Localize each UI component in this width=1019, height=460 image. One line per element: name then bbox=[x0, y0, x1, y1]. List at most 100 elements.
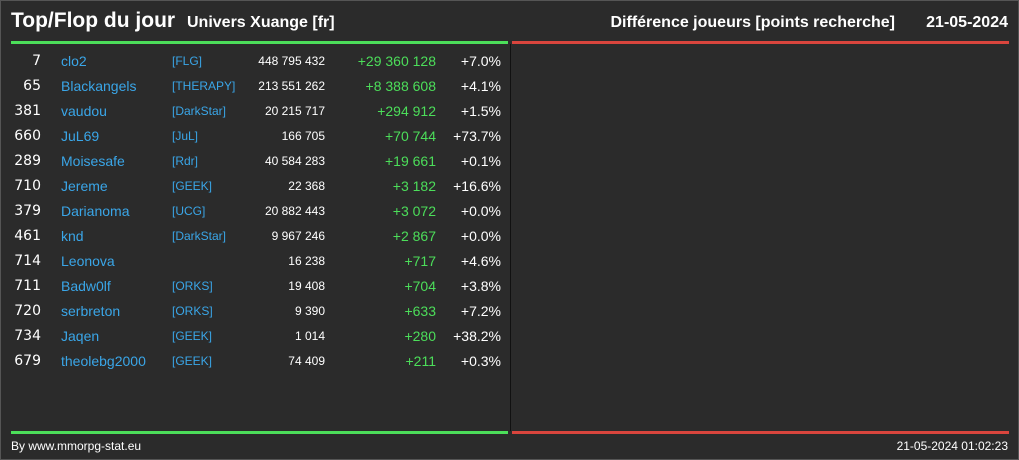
player-rank: 660 bbox=[14, 128, 41, 144]
alliance-tag-link[interactable]: [ORKS] bbox=[172, 304, 213, 318]
player-rank: 711 bbox=[14, 278, 41, 294]
points-difference: +70 744 bbox=[385, 128, 436, 144]
player-name-link[interactable]: Darianoma bbox=[61, 203, 130, 219]
player-name-link[interactable]: Leonova bbox=[61, 253, 115, 269]
alliance-tag-link[interactable]: [Rdr] bbox=[172, 154, 199, 168]
player-name-link[interactable]: Badw0lf bbox=[61, 278, 111, 294]
header: Top/Flop du jour Univers Xuange [fr] Dif… bbox=[11, 7, 1008, 37]
top-section-accent-bar bbox=[11, 41, 508, 44]
player-points: 1 014 bbox=[294, 329, 325, 343]
table-row: 734 Jaqen [GEEK] 1 014 +280 +38.2% bbox=[11, 324, 508, 349]
alliance-tag-link[interactable]: [DarkStar] bbox=[172, 229, 227, 243]
percent-change: +1.5% bbox=[460, 103, 501, 119]
percent-change: +0.0% bbox=[460, 203, 501, 219]
table-row: 720 serbreton [ORKS] 9 390 +633 +7.2% bbox=[11, 299, 508, 324]
percent-change: +0.1% bbox=[460, 153, 501, 169]
player-points: 40 584 283 bbox=[264, 154, 325, 168]
credit-link[interactable]: By www.mmorpg-stat.eu bbox=[11, 439, 142, 453]
alliance-tag-link[interactable]: [FLG] bbox=[172, 54, 203, 68]
percent-change: +73.7% bbox=[453, 128, 501, 144]
percent-change: +7.2% bbox=[460, 303, 501, 319]
player-rank: 379 bbox=[14, 203, 41, 219]
alliance-tag-link[interactable]: [GEEK] bbox=[172, 329, 213, 343]
points-difference: +8 388 608 bbox=[365, 78, 436, 94]
alliance-tag-link[interactable]: [UCG] bbox=[172, 204, 206, 218]
player-rank: 720 bbox=[14, 303, 41, 319]
player-rank: 381 bbox=[14, 103, 41, 119]
player-rank: 65 bbox=[23, 78, 41, 94]
percent-change: +0.0% bbox=[460, 228, 501, 244]
table-row: 65 Blackangels [THERAPY] 213 551 262 +8 388 … bbox=[11, 74, 508, 99]
player-name-link[interactable]: vaudou bbox=[61, 103, 107, 119]
alliance-tag-link[interactable]: [GEEK] bbox=[172, 179, 213, 193]
metric-label: Différence joueurs [points recherche] bbox=[610, 14, 895, 31]
player-points: 16 238 bbox=[288, 254, 325, 268]
player-name-link[interactable]: Jereme bbox=[61, 178, 108, 194]
percent-change: +0.3% bbox=[460, 353, 501, 369]
alliance-tag-link[interactable]: [DarkStar] bbox=[172, 104, 227, 118]
date-label: 21-05-2024 bbox=[926, 14, 1008, 31]
player-points: 19 408 bbox=[288, 279, 325, 293]
alliance-tag-link[interactable]: [THERAPY] bbox=[172, 79, 236, 93]
points-difference: +3 182 bbox=[392, 178, 436, 194]
percent-change: +7.0% bbox=[460, 53, 501, 69]
points-difference: +2 867 bbox=[392, 228, 436, 244]
player-points: 166 705 bbox=[281, 129, 325, 143]
points-difference: +294 912 bbox=[377, 103, 436, 119]
player-name-link[interactable]: clo2 bbox=[61, 53, 87, 69]
universe-label: Univers Xuange [fr] bbox=[187, 14, 335, 31]
points-difference: +29 360 128 bbox=[357, 53, 436, 69]
player-name-link[interactable]: Blackangels bbox=[61, 78, 137, 94]
player-points: 9 390 bbox=[294, 304, 325, 318]
player-rank: 7 bbox=[32, 53, 41, 69]
percent-change: +4.6% bbox=[460, 253, 501, 269]
alliance-tag-link[interactable]: [JuL] bbox=[172, 129, 199, 143]
player-rank: 461 bbox=[14, 228, 41, 244]
table-row: 679 theolebg2000 [GEEK] 74 409 +211 +0.3% bbox=[11, 349, 508, 374]
player-name-link[interactable]: serbreton bbox=[61, 303, 121, 319]
player-name-link[interactable]: Moisesafe bbox=[61, 153, 125, 169]
player-name-link[interactable]: Jaqen bbox=[61, 328, 100, 344]
player-points: 213 551 262 bbox=[258, 79, 325, 93]
flop-section-accent-bar bbox=[512, 41, 1009, 44]
points-difference: +633 bbox=[404, 303, 436, 319]
player-rank: 289 bbox=[14, 153, 41, 169]
table-row: 289 Moisesafe [Rdr] 40 584 283 +19 661 +0.1% bbox=[11, 149, 508, 174]
points-difference: +19 661 bbox=[385, 153, 436, 169]
player-name-link[interactable]: JuL69 bbox=[61, 128, 100, 144]
table-row: 379 Darianoma [UCG] 20 882 443 +3 072 +0.0% bbox=[11, 199, 508, 224]
player-points: 20 215 717 bbox=[264, 104, 325, 118]
generated-timestamp: 21-05-2024 01:02:23 bbox=[896, 439, 1008, 453]
player-rank: 710 bbox=[14, 178, 41, 194]
player-name-link[interactable]: knd bbox=[61, 228, 84, 244]
points-difference: +3 072 bbox=[392, 203, 436, 219]
points-difference: +717 bbox=[404, 253, 436, 269]
top-players-table: 7 clo2 [FLG] 448 795 432 +29 360 128 +7.0% 65 B… bbox=[11, 49, 508, 374]
table-row: 381 vaudou [DarkStar] 20 215 717 +294 912 +1.… bbox=[11, 99, 508, 124]
player-points: 74 409 bbox=[288, 354, 325, 368]
player-rank: 734 bbox=[14, 328, 41, 344]
player-points: 9 967 246 bbox=[271, 229, 325, 243]
top-section-bottom-bar bbox=[11, 431, 508, 434]
player-rank: 679 bbox=[14, 353, 41, 369]
page-title: Top/Flop du jour bbox=[11, 9, 176, 32]
alliance-tag-link[interactable]: [GEEK] bbox=[172, 354, 213, 368]
player-points: 20 882 443 bbox=[264, 204, 325, 218]
player-name-link[interactable]: theolebg2000 bbox=[61, 353, 146, 369]
points-difference: +704 bbox=[404, 278, 436, 294]
points-difference: +280 bbox=[404, 328, 436, 344]
percent-change: +4.1% bbox=[460, 78, 501, 94]
column-divider bbox=[510, 44, 511, 431]
table-row: 714 Leonova 16 238 +717 +4.6% bbox=[11, 249, 508, 274]
table-row: 660 JuL69 [JuL] 166 705 +70 744 +73.7% bbox=[11, 124, 508, 149]
alliance-tag-link[interactable]: [ORKS] bbox=[172, 279, 213, 293]
player-points: 448 795 432 bbox=[258, 54, 325, 68]
flop-section-bottom-bar bbox=[512, 431, 1009, 434]
table-row: 711 Badw0lf [ORKS] 19 408 +704 +3.8% bbox=[11, 274, 508, 299]
percent-change: +3.8% bbox=[460, 278, 501, 294]
table-row: 461 knd [DarkStar] 9 967 246 +2 867 +0.0% bbox=[11, 224, 508, 249]
percent-change: +16.6% bbox=[453, 178, 501, 194]
table-row: 7 clo2 [FLG] 448 795 432 +29 360 128 +7.0% bbox=[11, 49, 508, 74]
player-rank: 714 bbox=[14, 253, 41, 269]
